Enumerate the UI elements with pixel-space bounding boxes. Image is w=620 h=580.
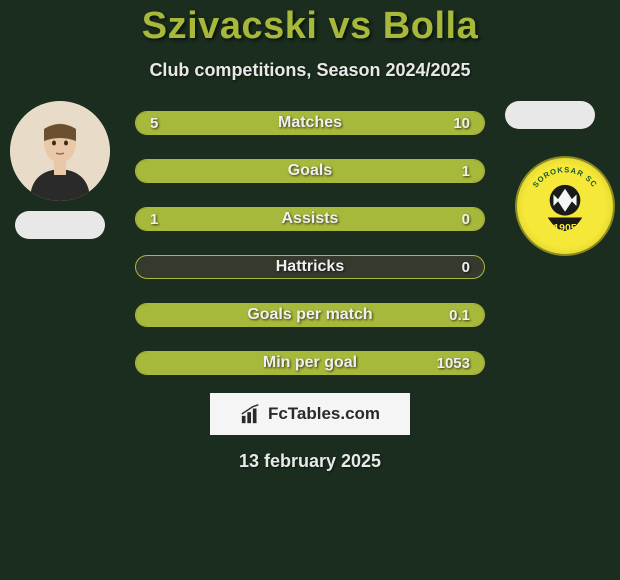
player-right-club-logo: SOROKSAR SC 1905 bbox=[515, 156, 615, 256]
player-left-avatar bbox=[10, 101, 110, 201]
player-left-club-pill bbox=[15, 211, 105, 239]
stat-value-right: 10 bbox=[453, 115, 470, 132]
stat-value-left: 1 bbox=[150, 211, 158, 228]
stat-value-right: 0.1 bbox=[449, 307, 470, 324]
bars-container: 5 Matches 10 Goals 1 1 Assists 0 Hattricks 0 Goals… bbox=[135, 111, 485, 375]
page-title: Szivacski vs Bolla bbox=[142, 5, 478, 48]
stat-bar: 5 Matches 10 bbox=[135, 111, 485, 135]
stat-label: Min per goal bbox=[263, 354, 357, 372]
watermark-text: FcTables.com bbox=[268, 404, 380, 424]
stat-label: Assists bbox=[282, 210, 339, 228]
chart-icon bbox=[240, 403, 262, 425]
stat-bar: 1 Assists 0 bbox=[135, 207, 485, 231]
comparison-card: Szivacski vs Bolla Club competitions, Se… bbox=[0, 0, 620, 580]
stat-label: Goals bbox=[288, 162, 332, 180]
stat-label: Matches bbox=[278, 114, 342, 132]
player-right-club-pill bbox=[505, 101, 595, 129]
stat-bar: Goals 1 bbox=[135, 159, 485, 183]
stat-label: Hattricks bbox=[276, 258, 344, 276]
stat-bar: Goals per match 0.1 bbox=[135, 303, 485, 327]
date-text: 13 february 2025 bbox=[239, 451, 381, 472]
stat-bar: Min per goal 1053 bbox=[135, 351, 485, 375]
subtitle: Club competitions, Season 2024/2025 bbox=[149, 60, 470, 81]
chart-area: SOROKSAR SC 1905 5Matches10Goals11Assist… bbox=[10, 111, 610, 375]
stat-value-right: 1053 bbox=[437, 355, 470, 372]
stat-label: Goals per match bbox=[247, 306, 372, 324]
stat-bar: Hattricks 0 bbox=[135, 255, 485, 279]
stat-value-left: 5 bbox=[150, 115, 158, 132]
watermark-badge: FcTables.com bbox=[210, 393, 410, 435]
player-left-block bbox=[10, 101, 110, 239]
stat-value-right: 1 bbox=[462, 163, 470, 180]
player-right-block: SOROKSAR SC 1905 bbox=[515, 156, 615, 256]
stat-value-right: 0 bbox=[462, 211, 470, 228]
stat-value-right: 0 bbox=[462, 259, 470, 276]
svg-text:1905: 1905 bbox=[553, 222, 577, 234]
